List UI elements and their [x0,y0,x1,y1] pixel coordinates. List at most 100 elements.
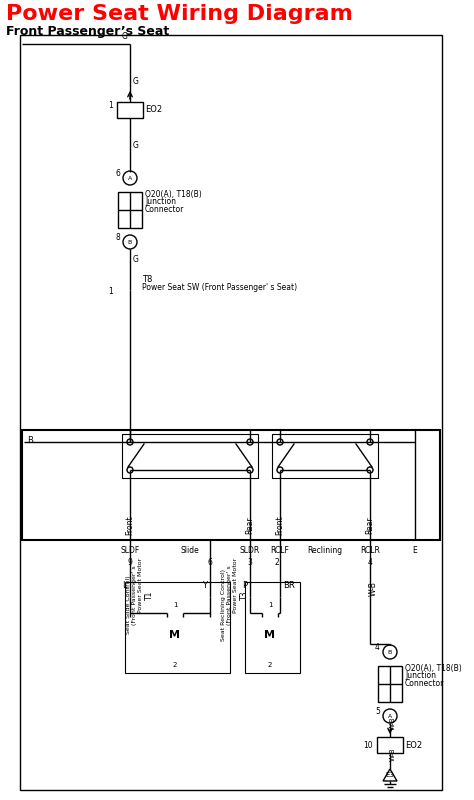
Circle shape [367,467,373,473]
Text: 2: 2 [268,662,272,668]
Text: Power Seat Motor: Power Seat Motor [234,558,238,613]
Text: 4: 4 [375,643,380,653]
Text: Power Seat Wiring Diagram: Power Seat Wiring Diagram [6,4,353,24]
Text: Rear: Rear [365,516,374,534]
Text: A: A [128,175,132,181]
Text: B: B [128,239,132,245]
Text: Front: Front [126,515,135,535]
Text: (Front Passenger' s: (Front Passenger' s [133,565,137,625]
Text: Front Passenger’s Seat: Front Passenger’s Seat [6,25,169,38]
Text: 1: 1 [108,102,113,110]
Text: 6: 6 [115,170,120,178]
Text: G: G [133,255,139,265]
Circle shape [247,439,253,445]
Bar [377,737,403,753]
Text: 1: 1 [173,602,177,608]
Circle shape [247,467,253,473]
Text: A: A [388,714,392,718]
Circle shape [123,171,137,185]
Circle shape [277,439,283,445]
Circle shape [127,439,133,445]
Text: 9: 9 [128,558,132,567]
Bar [122,434,258,478]
Bar [167,653,183,661]
Text: BR: BR [283,581,295,590]
Bar [20,35,442,790]
Text: 1: 1 [268,602,272,608]
Text: 4: 4 [367,558,373,567]
Polygon shape [383,769,397,781]
Circle shape [123,235,137,249]
Text: T3: T3 [239,590,248,600]
Bar [378,666,402,702]
Text: G: G [133,78,139,86]
Bar [245,582,300,673]
Text: B: B [27,436,33,445]
Bar [125,582,230,673]
Text: Power Seat SW (Front Passenger' s Seat): Power Seat SW (Front Passenger' s Seat) [142,283,297,293]
Circle shape [383,709,397,723]
Text: 3: 3 [247,558,253,567]
Circle shape [128,467,133,473]
Text: M: M [264,630,275,640]
Text: P: P [242,581,247,590]
Text: E3: E3 [385,772,394,778]
Text: EO2: EO2 [145,106,162,114]
Text: SLDF: SLDF [120,546,140,555]
Text: RCLF: RCLF [271,546,290,555]
Text: EO2: EO2 [405,741,422,750]
Circle shape [277,467,283,473]
Bar [118,192,142,228]
Text: O20(A), T18(B): O20(A), T18(B) [145,190,202,198]
Text: SLDR: SLDR [240,546,260,555]
Text: Slide: Slide [181,546,200,555]
Text: Rear: Rear [246,516,255,534]
Text: 8: 8 [115,234,120,242]
Circle shape [367,439,373,445]
Bar [262,653,278,661]
Text: E: E [413,546,418,555]
Text: (Front Passenger' s: (Front Passenger' s [228,565,233,625]
Text: 5: 5 [375,707,380,717]
Circle shape [247,467,253,473]
Text: RCLR: RCLR [360,546,380,555]
Bar [272,434,378,478]
Text: 6: 6 [208,558,212,567]
Circle shape [128,439,133,445]
Text: G: G [122,32,128,41]
Text: T1: T1 [145,590,154,600]
Bar [117,102,143,118]
Bar [167,609,183,617]
Text: Junction: Junction [145,198,176,206]
Text: G: G [133,141,139,150]
Text: B: B [388,650,392,654]
Bar [262,609,278,617]
Text: Front: Front [275,515,284,535]
Circle shape [277,467,283,473]
Text: Power Seat Motor: Power Seat Motor [138,558,144,613]
Text: W-B: W-B [390,716,396,730]
Text: W-B: W-B [390,747,396,761]
Text: Seat Slide Control): Seat Slide Control) [127,576,131,634]
Circle shape [127,467,133,473]
Bar [22,430,440,540]
Text: W-B: W-B [368,581,377,596]
Text: 1: 1 [108,287,113,297]
Circle shape [252,617,288,653]
Text: Junction: Junction [405,671,436,681]
Circle shape [277,439,283,445]
Text: 10: 10 [364,741,373,750]
Circle shape [157,617,193,653]
Text: 2: 2 [274,558,279,567]
Text: Y: Y [202,581,207,590]
Text: O20(A), T18(B): O20(A), T18(B) [405,663,462,673]
Text: Connector: Connector [405,679,444,689]
Text: Seat Reclining Control): Seat Reclining Control) [221,569,227,641]
Text: Reclining: Reclining [308,546,343,555]
Circle shape [367,467,373,473]
Text: T8: T8 [142,275,152,285]
Circle shape [383,645,397,659]
Text: M: M [170,630,181,640]
Circle shape [247,439,253,445]
Text: L: L [122,581,127,590]
